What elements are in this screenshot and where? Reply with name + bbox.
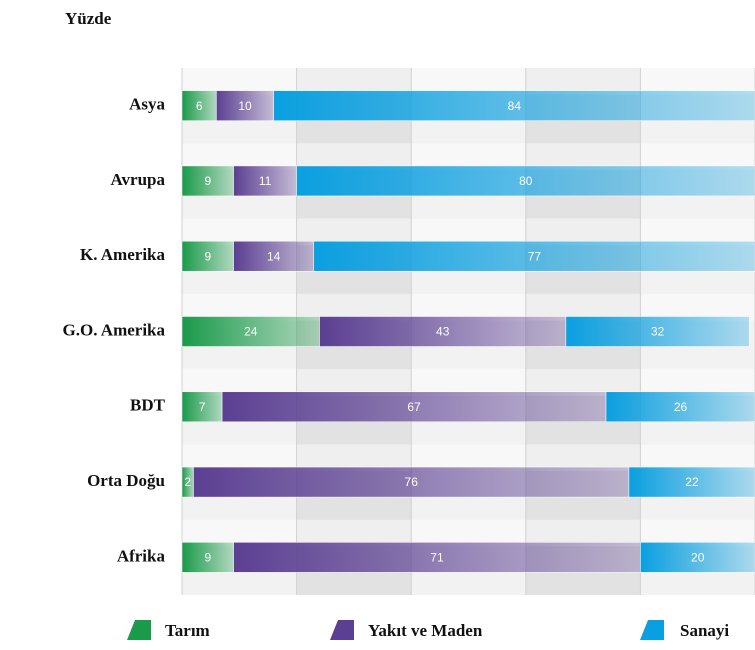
value-label: 24: [244, 325, 258, 339]
bar-segment: [181, 391, 223, 423]
value-label: 26: [674, 400, 688, 414]
value-label: 7: [199, 400, 206, 414]
value-label: 20: [691, 551, 705, 565]
category-label: Asya: [129, 95, 165, 114]
chart-title: Yüzde: [65, 9, 112, 28]
value-label: 22: [685, 475, 699, 489]
value-label: 32: [651, 325, 665, 339]
bar-segment: [181, 316, 320, 347]
legend-swatch: [640, 620, 664, 640]
bar-segment: [296, 165, 755, 197]
value-label: 10: [238, 99, 252, 113]
value-label: 11: [259, 174, 272, 188]
value-label: 71: [430, 551, 444, 565]
bar-segment: [273, 90, 755, 121]
value-label: 67: [407, 400, 421, 414]
bar-segment: [233, 542, 641, 573]
category-label: G.O. Amerika: [63, 320, 166, 339]
bar-segment: [181, 165, 234, 197]
row-band: [182, 369, 755, 396]
category-label: Orta Doğu: [87, 471, 165, 490]
legend-label: Sanayi: [680, 621, 729, 640]
bar-segment: [181, 542, 234, 573]
legend-label: Tarım: [165, 621, 210, 640]
bar-segment: [319, 316, 567, 347]
row-band: [182, 68, 755, 95]
row-band: [182, 293, 755, 321]
category-label: BDT: [130, 396, 166, 415]
value-label: 84: [508, 99, 522, 113]
bar-segment: [313, 240, 755, 272]
legend-swatch: [127, 620, 151, 640]
legend-swatch: [330, 620, 354, 640]
bar-segment: [221, 391, 607, 423]
legend-label: Yakıt ve Maden: [368, 621, 483, 640]
row-band: [182, 519, 755, 547]
value-label: 2: [184, 475, 191, 489]
value-label: 80: [519, 174, 533, 188]
value-label: 14: [267, 249, 281, 263]
row-band: [182, 218, 755, 246]
bar-segment: [216, 90, 274, 121]
category-label: Afrika: [117, 546, 166, 565]
category-label: K. Amerika: [80, 245, 165, 264]
row-band: [182, 143, 755, 170]
bar-segment: [233, 165, 297, 197]
bar-segment: [181, 90, 217, 121]
value-label: 77: [528, 249, 542, 263]
value-label: 6: [196, 99, 203, 113]
bar-segment: [640, 542, 755, 573]
value-label: 76: [405, 475, 419, 489]
value-label: 43: [436, 325, 450, 339]
value-label: 9: [204, 249, 211, 263]
row-band: [182, 444, 755, 472]
bar-segment: [628, 466, 755, 498]
bar-segment: [193, 466, 630, 498]
value-label: 9: [204, 174, 211, 188]
bar-segment: [565, 316, 750, 347]
bar-segment: [181, 240, 234, 272]
bar-segment: [605, 391, 755, 423]
value-label: 9: [204, 551, 211, 565]
category-label: Avrupa: [111, 170, 166, 189]
